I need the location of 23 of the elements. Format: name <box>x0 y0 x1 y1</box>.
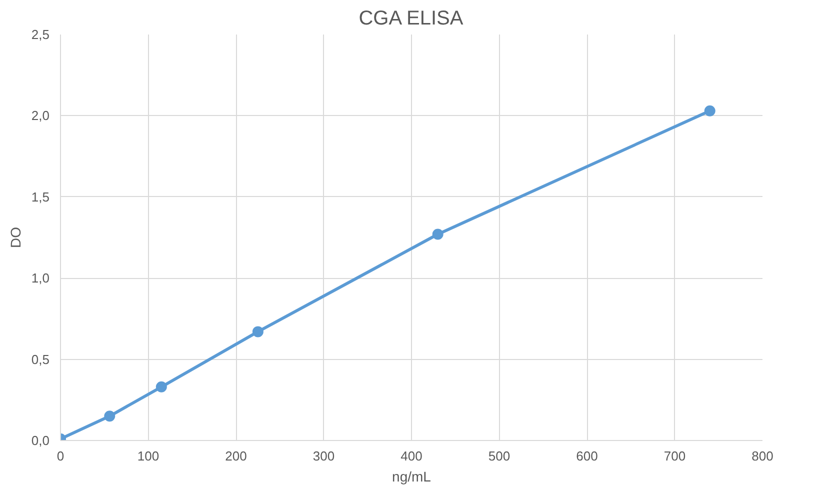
point <box>104 410 116 422</box>
y-tick-label: 1,5 <box>31 189 50 204</box>
x-tick-label: 400 <box>400 448 422 464</box>
x-tick-label: 100 <box>137 448 160 464</box>
y-tick-label: 0,0 <box>31 433 50 448</box>
point <box>432 228 444 240</box>
y-tick-label: 2,5 <box>31 27 50 42</box>
point <box>156 381 167 392</box>
x-axis-title: ng/mL <box>392 468 432 484</box>
x-tick-label: 600 <box>576 448 598 464</box>
x-tick-label: 0 <box>56 448 64 464</box>
x-tick-label: 800 <box>752 448 774 464</box>
x-tick-label: 300 <box>312 448 335 464</box>
chart-title: CGA ELISA <box>358 8 464 30</box>
point <box>252 326 264 338</box>
y-axis-title: DO <box>7 226 24 248</box>
y-tick-label: 0,5 <box>31 352 50 367</box>
point <box>704 105 716 116</box>
x-tick-label: 500 <box>488 448 510 464</box>
y-tick-label: 2,0 <box>31 108 50 124</box>
x-tick-label: 200 <box>225 448 247 464</box>
y-tick-label: 1,0 <box>31 270 50 286</box>
x-tick-label: 700 <box>664 448 686 464</box>
